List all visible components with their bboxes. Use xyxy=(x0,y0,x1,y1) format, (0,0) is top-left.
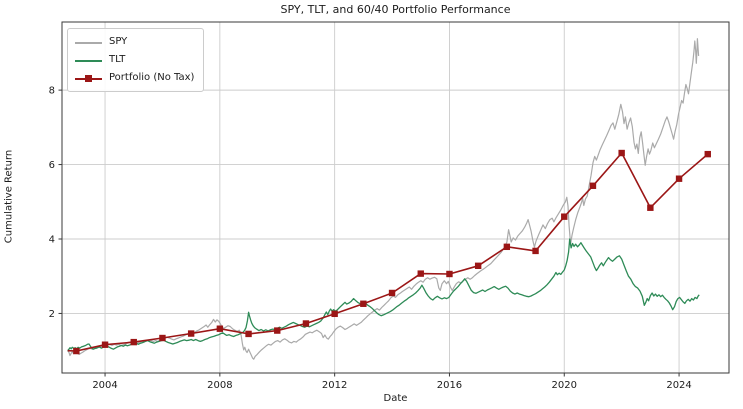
legend-label-tlt: TLT xyxy=(109,54,126,65)
axes-frame xyxy=(61,21,730,374)
portfolio-marker xyxy=(360,300,367,307)
x-tick-label: 2020 xyxy=(552,380,577,391)
portfolio-line-swatch xyxy=(75,74,102,83)
x-tick-label: 2004 xyxy=(92,380,117,391)
spy-line-swatch xyxy=(75,38,102,47)
legend-label-portfolio: Portfolio (No Tax) xyxy=(109,72,195,83)
y-tick-label: 2 xyxy=(49,309,55,320)
portfolio-marker xyxy=(159,334,166,342)
x-axis-label: Date xyxy=(383,393,408,404)
x-tick-label: 2016 xyxy=(437,380,462,391)
tlt-line-swatch xyxy=(75,56,102,65)
y-tick-label: 6 xyxy=(49,160,55,171)
portfolio-marker xyxy=(130,338,137,346)
portfolio-marker xyxy=(704,150,711,158)
portfolio-marker xyxy=(561,213,568,220)
portfolio-marker xyxy=(446,270,453,278)
portfolio-marker xyxy=(302,320,310,327)
x-tick-label: 2024 xyxy=(666,380,691,391)
legend-item-spy: SPY xyxy=(75,33,194,51)
chart-title: SPY, TLT, and 60/40 Portfolio Performanc… xyxy=(280,3,511,16)
y-axis-label: Cumulative Return xyxy=(3,149,15,244)
portfolio-marker xyxy=(187,330,195,337)
y-tick-label: 4 xyxy=(49,235,55,246)
portfolio-marker xyxy=(647,204,654,211)
x-tick-label: 2008 xyxy=(207,380,232,391)
y-tick-label: 8 xyxy=(49,86,55,97)
legend-label-spy: SPY xyxy=(109,36,128,47)
portfolio-line xyxy=(67,152,709,352)
portfolio-marker xyxy=(503,243,511,251)
portfolio-marker xyxy=(589,182,597,189)
tlt-line xyxy=(67,238,700,352)
portfolio-marker xyxy=(417,270,424,277)
portfolio-marker xyxy=(388,289,396,297)
legend-item-tlt: TLT xyxy=(75,51,194,69)
portfolio-marker xyxy=(245,330,252,338)
portfolio-marker xyxy=(331,310,338,318)
x-tick-label: 2012 xyxy=(322,380,347,391)
portfolio-marker xyxy=(532,247,539,255)
portfolio-marker xyxy=(474,262,482,270)
portfolio-marker xyxy=(675,175,683,182)
spy-line xyxy=(67,38,700,360)
legend-item-portfolio: Portfolio (No Tax) xyxy=(75,69,194,87)
portfolio-marker xyxy=(618,149,625,157)
portfolio-marker xyxy=(274,327,281,334)
square-marker-icon xyxy=(85,75,92,82)
portfolio-marker xyxy=(101,341,109,348)
portfolio-marker xyxy=(216,325,224,332)
legend: SPY TLT Portfolio (No Tax) xyxy=(67,28,205,92)
portfolio-marker xyxy=(73,347,80,355)
